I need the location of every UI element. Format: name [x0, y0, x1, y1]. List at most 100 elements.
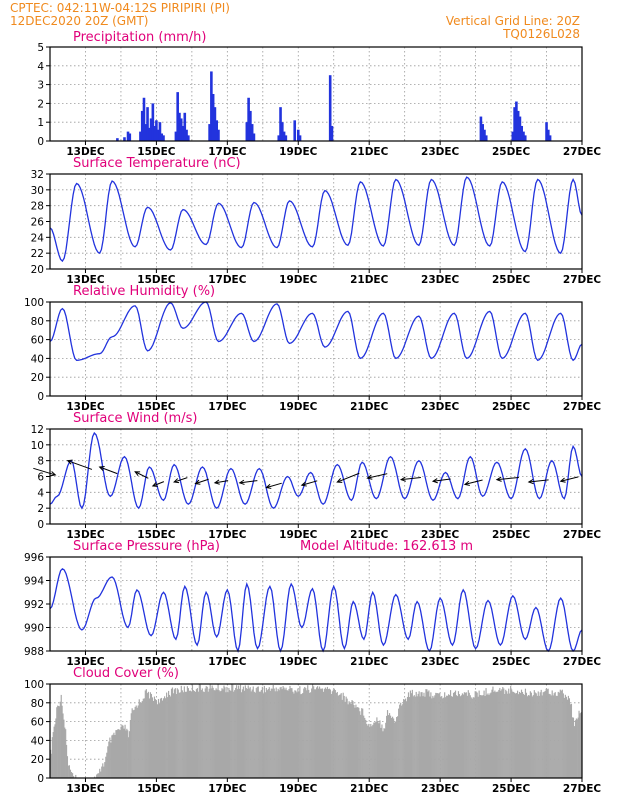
cloud-bar [297, 688, 299, 778]
series-line [49, 431, 583, 510]
cloud-bar [561, 689, 563, 778]
cloud-bar [64, 727, 66, 778]
cloud-bar [517, 694, 520, 778]
panel-title: Surface Wind (m/s) [73, 411, 197, 426]
cloud-bar [293, 693, 295, 778]
cloud-bar [535, 693, 537, 778]
cloud-bar [177, 689, 179, 778]
cloud-bar [499, 687, 501, 778]
cloud-bar [355, 704, 357, 778]
cloud-bar [127, 730, 129, 778]
cloud-bar [515, 693, 518, 778]
cloud-bar [190, 691, 193, 778]
cloud-bar [330, 694, 332, 778]
y-tick-label: 992 [24, 599, 44, 611]
precip-bar [174, 131, 178, 141]
cloud-bar [423, 692, 425, 778]
cloud-bar [559, 689, 561, 778]
cloud-bar [140, 702, 142, 778]
y-tick-label: 0 [37, 136, 44, 148]
cloud-bar [119, 730, 121, 778]
cloud-bar [454, 690, 457, 778]
cloud-bar [336, 691, 338, 778]
cloud-bar [233, 691, 235, 778]
cloud-bar [131, 708, 133, 778]
x-tick-label: 23DEC [421, 783, 460, 795]
y-tick-label: 0 [37, 519, 44, 531]
cloud-bar [414, 696, 416, 778]
cloud-bar [103, 766, 105, 778]
wind-arrow [463, 479, 483, 486]
cloud-bar [65, 729, 67, 778]
wind-arrow [173, 477, 188, 484]
cloud-bar [145, 689, 147, 778]
cloud-bar [158, 703, 161, 778]
x-tick-label: 27DEC [563, 529, 602, 541]
cloud-bar [270, 688, 272, 778]
cloud-bar [464, 692, 466, 778]
cloud-bar [570, 703, 573, 778]
cloud-bar [272, 685, 274, 778]
cloud-bar [277, 688, 279, 778]
y-tick-label: 990 [24, 623, 44, 635]
cloud-bar [189, 690, 192, 778]
precip-bar [183, 112, 187, 141]
cloud-bar [413, 695, 415, 778]
cloud-bar [506, 691, 508, 778]
cloud-bar [73, 776, 75, 778]
x-tick-label: 21DEC [350, 656, 389, 668]
wind-arrow-shaft [195, 478, 209, 485]
cloud-bar [249, 687, 251, 778]
cloud-bar [546, 689, 548, 778]
y-tick-label: 5 [37, 42, 44, 54]
cloud-bar [114, 735, 116, 778]
cloud-bar [571, 717, 574, 778]
cloud-bar [291, 688, 293, 778]
cloud-bar [576, 719, 578, 778]
cloud-bar [328, 688, 330, 778]
cloud-bar [400, 702, 402, 778]
cloud-bar [268, 687, 270, 778]
cloud-bar [280, 686, 282, 778]
cloud-bar [467, 690, 469, 778]
cloud-bar [223, 685, 225, 778]
cloud-bar [409, 690, 412, 778]
precip-bar [142, 97, 146, 141]
cloud-bar [247, 685, 249, 778]
cloud-bar [192, 690, 195, 778]
cloud-bar [289, 685, 291, 778]
cloud-bar [105, 756, 107, 778]
wind-arrow [399, 476, 421, 482]
cloud-bar [573, 726, 576, 778]
cloud-bar [256, 686, 258, 778]
cloud-bar [386, 715, 388, 778]
header-datetime: 12DEC2020 20Z (GMT) [10, 14, 148, 28]
cloud-bar [354, 707, 356, 778]
cloud-bar [111, 735, 113, 778]
cloud-bar [251, 689, 253, 778]
cloud-bar [430, 692, 432, 778]
cloud-bar [416, 696, 418, 778]
cloud-bar [307, 685, 309, 778]
cloud-bar [437, 693, 439, 778]
cloud-bar [134, 706, 136, 778]
cloud-bar [554, 692, 556, 778]
cloud-bar [312, 684, 314, 778]
cloud-bar [466, 695, 468, 778]
cloud-bar [425, 689, 427, 778]
cloud-bar [498, 689, 500, 778]
cloud-bar [161, 700, 164, 778]
precip-bar [181, 125, 185, 141]
cloud-bar [210, 688, 212, 778]
cloud-bar [188, 690, 191, 778]
cloud-bar [96, 774, 98, 778]
cloud-bar [153, 696, 156, 778]
cloud-bar [178, 692, 180, 778]
cloud-bar [166, 692, 168, 778]
cloud-bar [525, 692, 528, 778]
wind-arrow-shaft [528, 479, 549, 483]
wind-arrow [33, 467, 57, 477]
x-tick-label: 23DEC [421, 146, 460, 158]
cloud-bar [385, 722, 387, 778]
cloud-bar [123, 728, 125, 778]
